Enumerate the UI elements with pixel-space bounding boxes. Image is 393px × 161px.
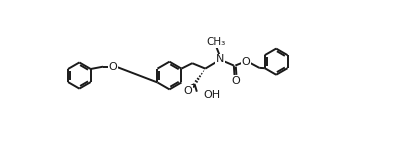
Text: O: O	[183, 86, 192, 96]
Text: CH₃: CH₃	[206, 37, 226, 47]
Text: O: O	[242, 57, 250, 67]
Text: O: O	[108, 62, 118, 72]
Text: N: N	[216, 54, 224, 64]
Text: OH: OH	[203, 90, 220, 100]
Text: O: O	[231, 76, 240, 86]
